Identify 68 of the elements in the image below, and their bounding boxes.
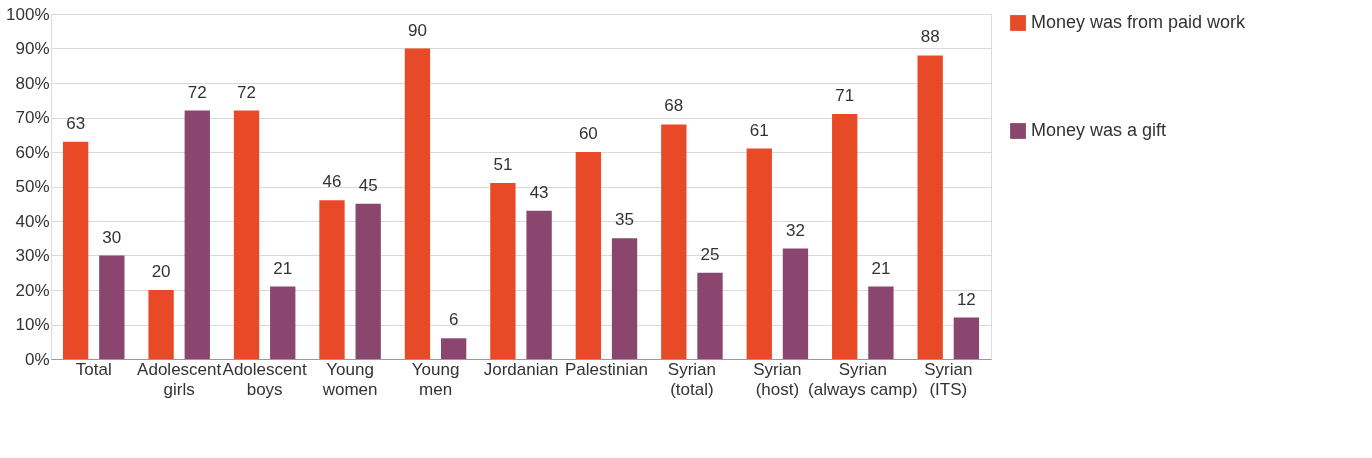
bar <box>184 110 210 359</box>
data-label: 61 <box>749 120 769 140</box>
bar <box>404 48 431 359</box>
data-label: 60 <box>578 124 598 143</box>
data-label: 32 <box>786 220 805 240</box>
data-label: 72 <box>187 82 207 102</box>
data-label: 21 <box>871 258 891 278</box>
x-tick-label: Syrian (always camp) <box>808 359 918 399</box>
bar <box>233 110 260 359</box>
y-tick-label: 0% <box>24 349 50 369</box>
legend-label: Money was from paid work <box>1031 12 1247 32</box>
x-tick-label: Jordanian <box>483 359 559 379</box>
bar <box>832 114 858 359</box>
y-tick-label: 80% <box>15 73 50 93</box>
data-label: 21 <box>273 258 293 278</box>
x-tick-label: Young men <box>411 359 460 399</box>
legend-label: Money was a gift <box>1031 120 1167 140</box>
y-tick-label: 30% <box>15 246 50 265</box>
data-label: 46 <box>322 172 342 192</box>
bar <box>661 124 687 359</box>
y-tick-label: 50% <box>15 177 50 196</box>
y-tick-label: 100% <box>6 4 50 24</box>
bar <box>953 317 980 359</box>
y-tick-label: 70% <box>15 108 50 127</box>
bar <box>746 148 772 359</box>
x-tick-label: Adolescent boys <box>222 359 307 399</box>
data-label: 63 <box>66 113 86 133</box>
bar <box>917 55 943 359</box>
x-tick-label: Adolescent girls <box>137 359 222 399</box>
bar <box>868 286 894 359</box>
data-label: 35 <box>615 210 635 230</box>
x-tick-label: Total <box>75 359 112 379</box>
x-tick-label: Young women <box>321 359 378 399</box>
data-label: 20 <box>151 262 171 281</box>
data-label: 12 <box>956 289 976 309</box>
data-label: 72 <box>237 82 256 102</box>
bar <box>490 183 516 359</box>
bar <box>99 255 125 359</box>
bar <box>697 272 723 359</box>
bar <box>440 338 467 359</box>
bar <box>611 238 638 359</box>
x-tick-label: Syrian (total) <box>667 359 716 399</box>
data-label: 43 <box>529 182 549 202</box>
data-label: 90 <box>407 20 427 40</box>
x-tick-label: Syrian (host) <box>753 359 802 399</box>
data-label: 45 <box>358 175 378 195</box>
data-label: 88 <box>920 27 940 47</box>
bar <box>575 152 602 359</box>
bar <box>148 290 174 359</box>
y-tick-label: 60% <box>15 142 50 162</box>
bar <box>355 203 381 359</box>
y-tick-label: 20% <box>15 280 50 300</box>
bar <box>319 200 345 359</box>
data-label: 30 <box>102 227 122 247</box>
bar <box>782 248 809 359</box>
y-tick-label: 90% <box>15 39 50 58</box>
data-label: 71 <box>835 86 855 106</box>
y-tick-label: 40% <box>15 211 50 231</box>
data-label: 51 <box>493 155 513 175</box>
x-tick-label: Syrian (ITS) <box>924 359 973 399</box>
x-tick-label: Palestinian <box>564 359 649 379</box>
data-label: 6 <box>448 310 459 330</box>
bar <box>62 141 89 359</box>
bar <box>526 210 552 359</box>
bar <box>270 286 296 359</box>
data-label: 68 <box>664 96 684 116</box>
data-label: 25 <box>700 244 720 264</box>
y-tick-label: 10% <box>15 315 50 334</box>
